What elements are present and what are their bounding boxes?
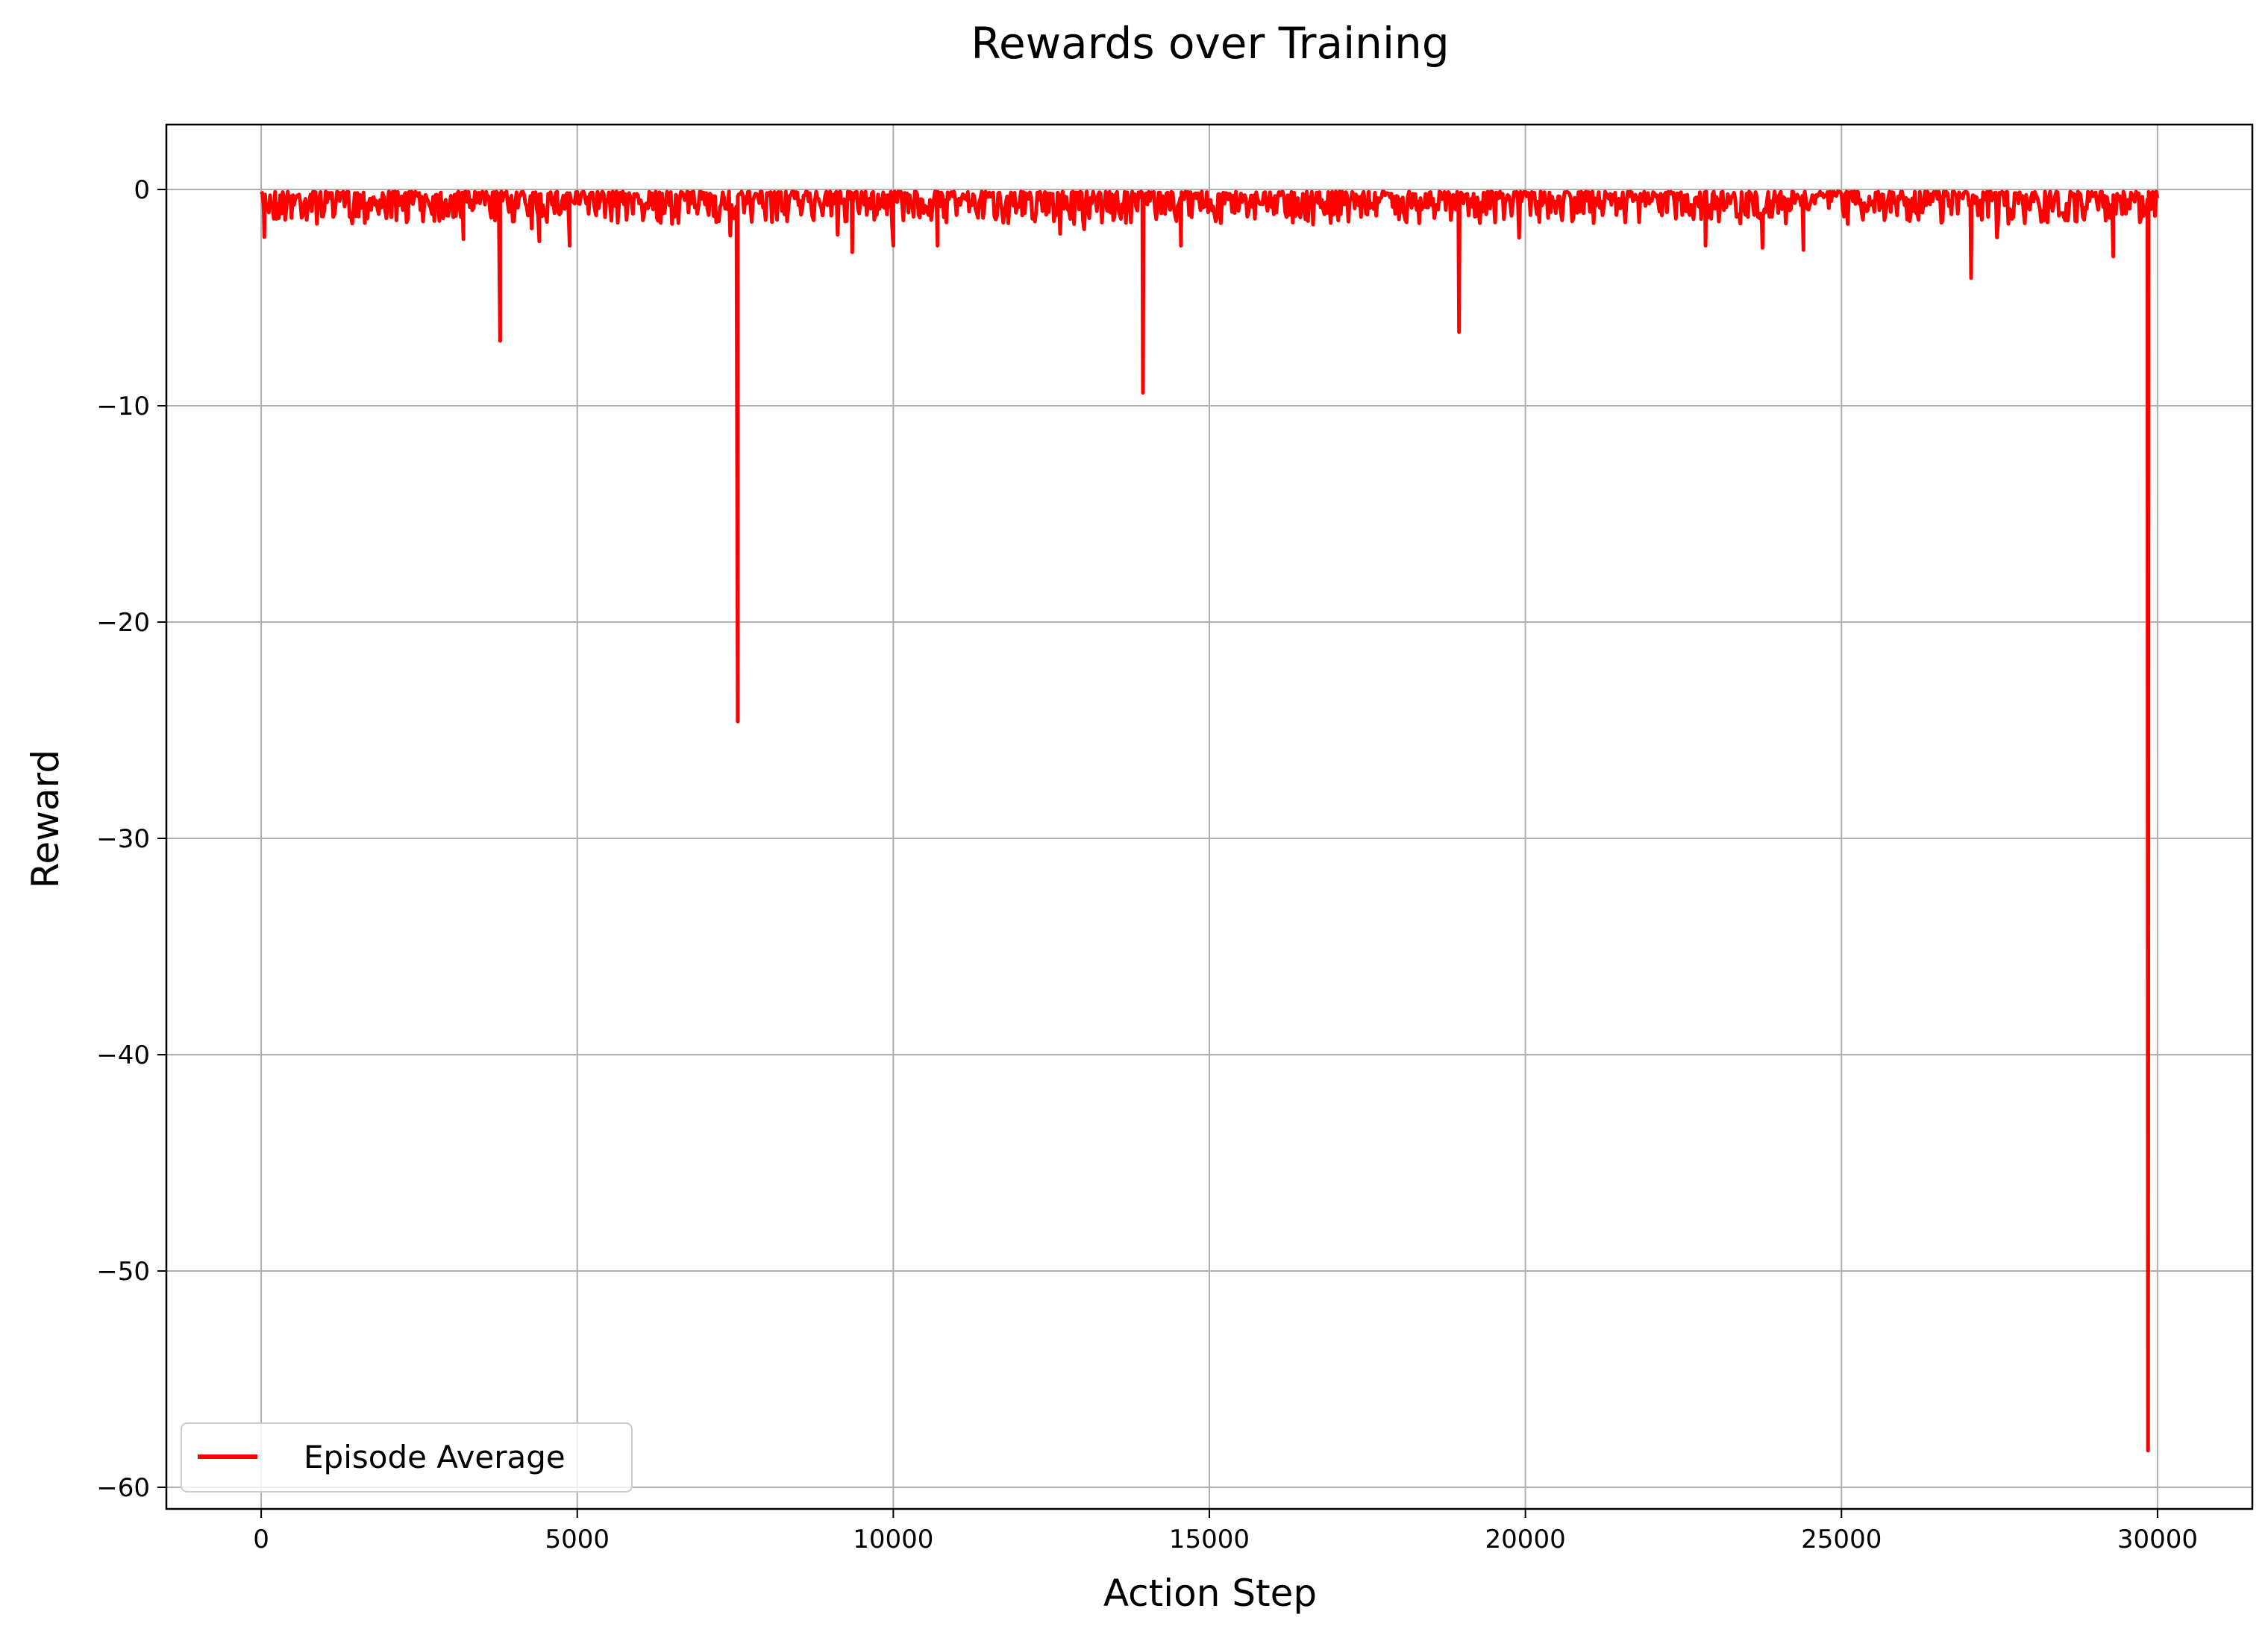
y-tick-label: −30 (96, 824, 150, 854)
x-tick-label: 25000 (1801, 1525, 1882, 1554)
y-axis-title: Reward (24, 750, 67, 888)
x-axis: 0 5000 10000 15000 20000 25000 30000 (253, 1509, 2198, 1554)
x-tick-label: 5000 (545, 1525, 610, 1554)
legend-box (181, 1422, 633, 1493)
y-tick-label: 0 (134, 175, 150, 205)
grid (166, 125, 2252, 1509)
y-tick-label: −20 (96, 608, 150, 638)
y-tick-label: −60 (96, 1473, 150, 1503)
x-tick-label: 30000 (2117, 1525, 2198, 1554)
chart-title: Rewards over Training (971, 18, 1449, 69)
x-tick-label: 10000 (853, 1525, 933, 1554)
series-layer (259, 189, 2160, 1453)
legend: Episode Average (181, 1422, 633, 1493)
series-line-episode-average (259, 189, 2160, 1453)
x-axis-title: Action Step (1103, 1572, 1317, 1615)
x-tick-label: 20000 (1485, 1525, 1566, 1554)
y-tick-label: −50 (96, 1257, 150, 1287)
legend-label: Episode Average (304, 1439, 566, 1475)
x-tick-label: 15000 (1169, 1525, 1250, 1554)
y-tick-label: −40 (96, 1041, 150, 1070)
y-axis: 0 −10 −20 −30 −40 −50 −60 (96, 175, 166, 1503)
x-tick-label: 0 (253, 1525, 269, 1554)
y-tick-label: −10 (96, 392, 150, 421)
